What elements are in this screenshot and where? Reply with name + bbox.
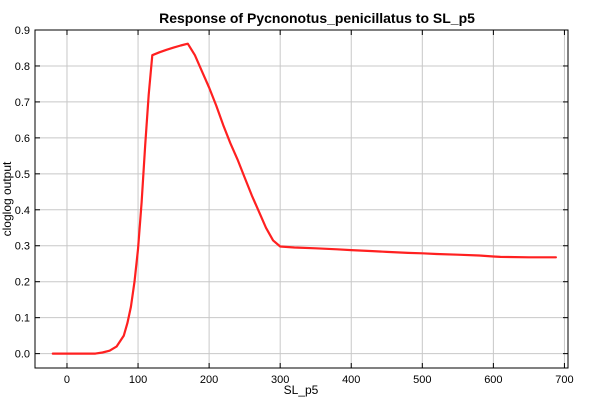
- y-tick-label: 0.4: [15, 205, 30, 217]
- chart-title: Response of Pycnonotus_penicillatus to S…: [159, 10, 475, 26]
- grid: [35, 29, 568, 368]
- x-axis-label: SL_p5: [284, 383, 319, 397]
- plot-frame: [34, 29, 569, 369]
- y-tick-label: 0.2: [15, 277, 30, 289]
- x-tick-label: 400: [342, 374, 360, 386]
- y-axis-label: cloglog output: [0, 161, 14, 236]
- x-tick-label: 100: [129, 374, 147, 386]
- y-tick-label: 0.6: [15, 133, 30, 145]
- y-tick-label: 0.1: [15, 313, 30, 325]
- x-tick-label: 200: [200, 374, 218, 386]
- y-tick-label: 0.9: [15, 25, 30, 37]
- x-tick-label: 500: [413, 374, 431, 386]
- x-tick-label: 0: [64, 374, 70, 386]
- y-tick-label: 0.8: [15, 61, 30, 73]
- x-tick-label: 300: [271, 374, 289, 386]
- series-line: [51, 42, 558, 355]
- x-tick-label: 700: [555, 374, 573, 386]
- y-tick-label: 0.3: [15, 241, 30, 253]
- x-axis: 0 100 200 300 400 500 600 700: [64, 30, 574, 386]
- y-axis: 0.0 0.1 0.2 0.3 0.4 0.5 0.6 0.7 0.8 0.9: [15, 25, 568, 361]
- x-tick-label: 600: [484, 374, 502, 386]
- y-tick-label: 0.0: [15, 349, 30, 361]
- y-tick-label: 0.5: [15, 169, 30, 181]
- series-layer: [51, 42, 558, 355]
- y-tick-label: 0.7: [15, 97, 30, 109]
